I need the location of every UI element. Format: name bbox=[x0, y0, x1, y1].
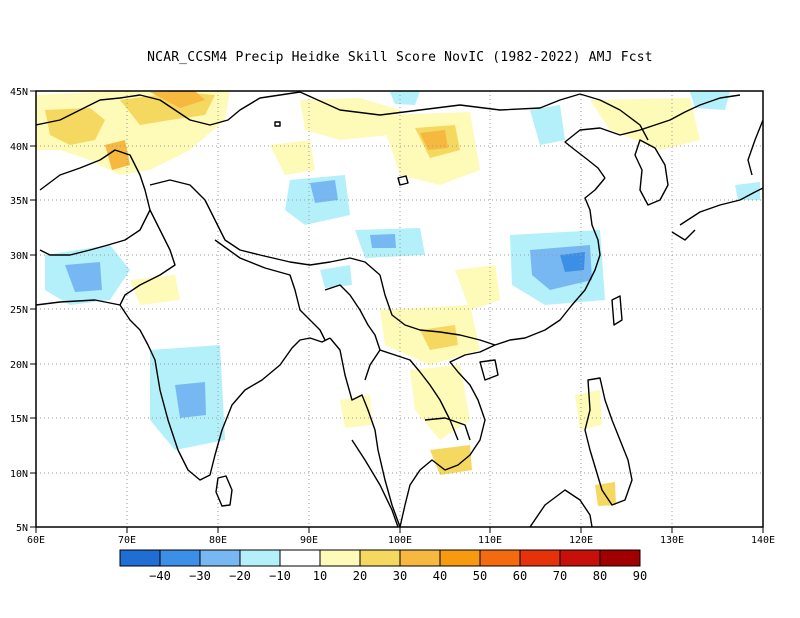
lat-tick-label: 5N bbox=[16, 523, 28, 534]
negative-skill-patch bbox=[65, 262, 102, 292]
philippines bbox=[584, 377, 633, 506]
lon-tick-label: 140E bbox=[751, 535, 775, 546]
negative-skill-patch bbox=[390, 91, 420, 105]
lat-tick-label: 15N bbox=[10, 414, 28, 425]
lake-marker bbox=[274, 121, 281, 127]
colorbar-label: −40 bbox=[149, 569, 171, 583]
lon-tick-label: 90E bbox=[300, 535, 318, 546]
japan bbox=[671, 119, 763, 241]
colorbar-swatch bbox=[479, 549, 521, 567]
border-china-indochina bbox=[379, 274, 496, 346]
negative-skill-patch bbox=[175, 382, 206, 418]
lat-tick-label: 35N bbox=[10, 196, 28, 207]
lat-tick-label: 30N bbox=[10, 251, 28, 262]
colorbar-label: 90 bbox=[633, 569, 647, 583]
colorbar-swatch bbox=[519, 549, 561, 567]
colorbar-label: 10 bbox=[313, 569, 327, 583]
coastline-south-china bbox=[494, 177, 606, 346]
axis-ticks bbox=[30, 90, 764, 533]
positive-skill-patch bbox=[45, 108, 105, 145]
colorbar-swatch bbox=[239, 549, 281, 567]
sri-lanka bbox=[215, 475, 233, 507]
negative-skill-patch bbox=[530, 105, 565, 145]
colorbar: −40 −30 −20 −10 10 20 30 40 50 60 70 80 90 bbox=[119, 549, 647, 583]
border-myanmar bbox=[324, 284, 381, 381]
colorbar-label: 30 bbox=[393, 569, 407, 583]
positive-skill-patch bbox=[105, 140, 130, 170]
lon-tick-label: 100E bbox=[388, 535, 412, 546]
lon-tick-label: 110E bbox=[478, 535, 502, 546]
colorbar-swatch bbox=[399, 549, 441, 567]
lon-tick-label: 70E bbox=[118, 535, 136, 546]
lon-tick-label: 130E bbox=[660, 535, 684, 546]
skill-shading bbox=[36, 91, 760, 506]
positive-skill-patch bbox=[340, 395, 372, 428]
colorbar-swatch bbox=[319, 549, 361, 567]
positive-skill-patch bbox=[455, 265, 500, 310]
korea bbox=[634, 139, 669, 206]
positive-skill-patch bbox=[420, 130, 448, 150]
border-nepal-bangladesh bbox=[214, 239, 326, 341]
lat-tick-label: 40N bbox=[10, 142, 28, 153]
positive-skill-patch bbox=[270, 140, 315, 175]
negative-skill-patch bbox=[370, 234, 396, 248]
coastline-south-asia bbox=[36, 299, 331, 481]
negative-skill-patch bbox=[320, 265, 352, 288]
lake-marker bbox=[397, 175, 409, 186]
colorbar-swatch bbox=[119, 549, 161, 567]
borneo bbox=[529, 489, 593, 527]
lat-tick-label: 45N bbox=[10, 87, 28, 98]
chart-title: NCAR_CCSM4 Precip Heidke Skill Score Nov… bbox=[147, 50, 653, 65]
border-india-china bbox=[149, 179, 381, 276]
colorbar-label: −20 bbox=[229, 569, 251, 583]
positive-skill-patch bbox=[300, 98, 400, 140]
colorbar-label: 70 bbox=[553, 569, 567, 583]
colorbar-label: 50 bbox=[473, 569, 487, 583]
colorbar-label: −30 bbox=[189, 569, 211, 583]
lon-tick-label: 60E bbox=[27, 535, 45, 546]
colorbar-label: 40 bbox=[433, 569, 447, 583]
border-thailand-laos bbox=[379, 349, 459, 441]
border-india-pakistan bbox=[119, 209, 176, 306]
negative-skill-patch bbox=[560, 252, 585, 272]
border-afghanistan-pakistan bbox=[39, 149, 151, 256]
coastline-north-china-korea bbox=[564, 94, 741, 179]
positive-skill-patch bbox=[150, 91, 205, 108]
positive-skill-patch bbox=[430, 445, 472, 475]
lat-tick-label: 25N bbox=[10, 305, 28, 316]
positive-skill-patch bbox=[575, 390, 602, 430]
negative-skill-patch bbox=[735, 182, 760, 200]
coastline-indochina bbox=[399, 344, 496, 527]
coastlines-borders bbox=[36, 91, 763, 527]
colorbar-swatch bbox=[159, 549, 201, 567]
grid-lines bbox=[36, 91, 763, 527]
coastline-myanmar-malay bbox=[329, 337, 401, 527]
colorbar-swatch bbox=[599, 549, 641, 567]
colorbar-swatch bbox=[439, 549, 481, 567]
positive-skill-patch bbox=[130, 275, 180, 305]
sumatra bbox=[351, 439, 399, 527]
colorbar-swatch bbox=[279, 549, 321, 567]
colorbar-label: 80 bbox=[593, 569, 607, 583]
hainan bbox=[479, 359, 499, 381]
colorbar-label: −10 bbox=[269, 569, 291, 583]
colorbar-label: 20 bbox=[353, 569, 367, 583]
border-cambodia bbox=[424, 417, 471, 441]
border-china-russia-korea bbox=[579, 93, 649, 141]
border-central-asia bbox=[36, 91, 301, 126]
lat-tick-label: 10N bbox=[10, 469, 28, 480]
colorbar-swatch bbox=[359, 549, 401, 567]
taiwan bbox=[611, 295, 623, 326]
border-china-mongolia bbox=[299, 91, 581, 116]
negative-skill-patch bbox=[310, 180, 338, 203]
colorbar-swatch bbox=[559, 549, 601, 567]
lon-tick-label: 120E bbox=[569, 535, 593, 546]
colorbar-swatch bbox=[199, 549, 241, 567]
lat-tick-label: 20N bbox=[10, 360, 28, 371]
colorbar-label: 60 bbox=[513, 569, 527, 583]
lon-tick-label: 80E bbox=[209, 535, 227, 546]
